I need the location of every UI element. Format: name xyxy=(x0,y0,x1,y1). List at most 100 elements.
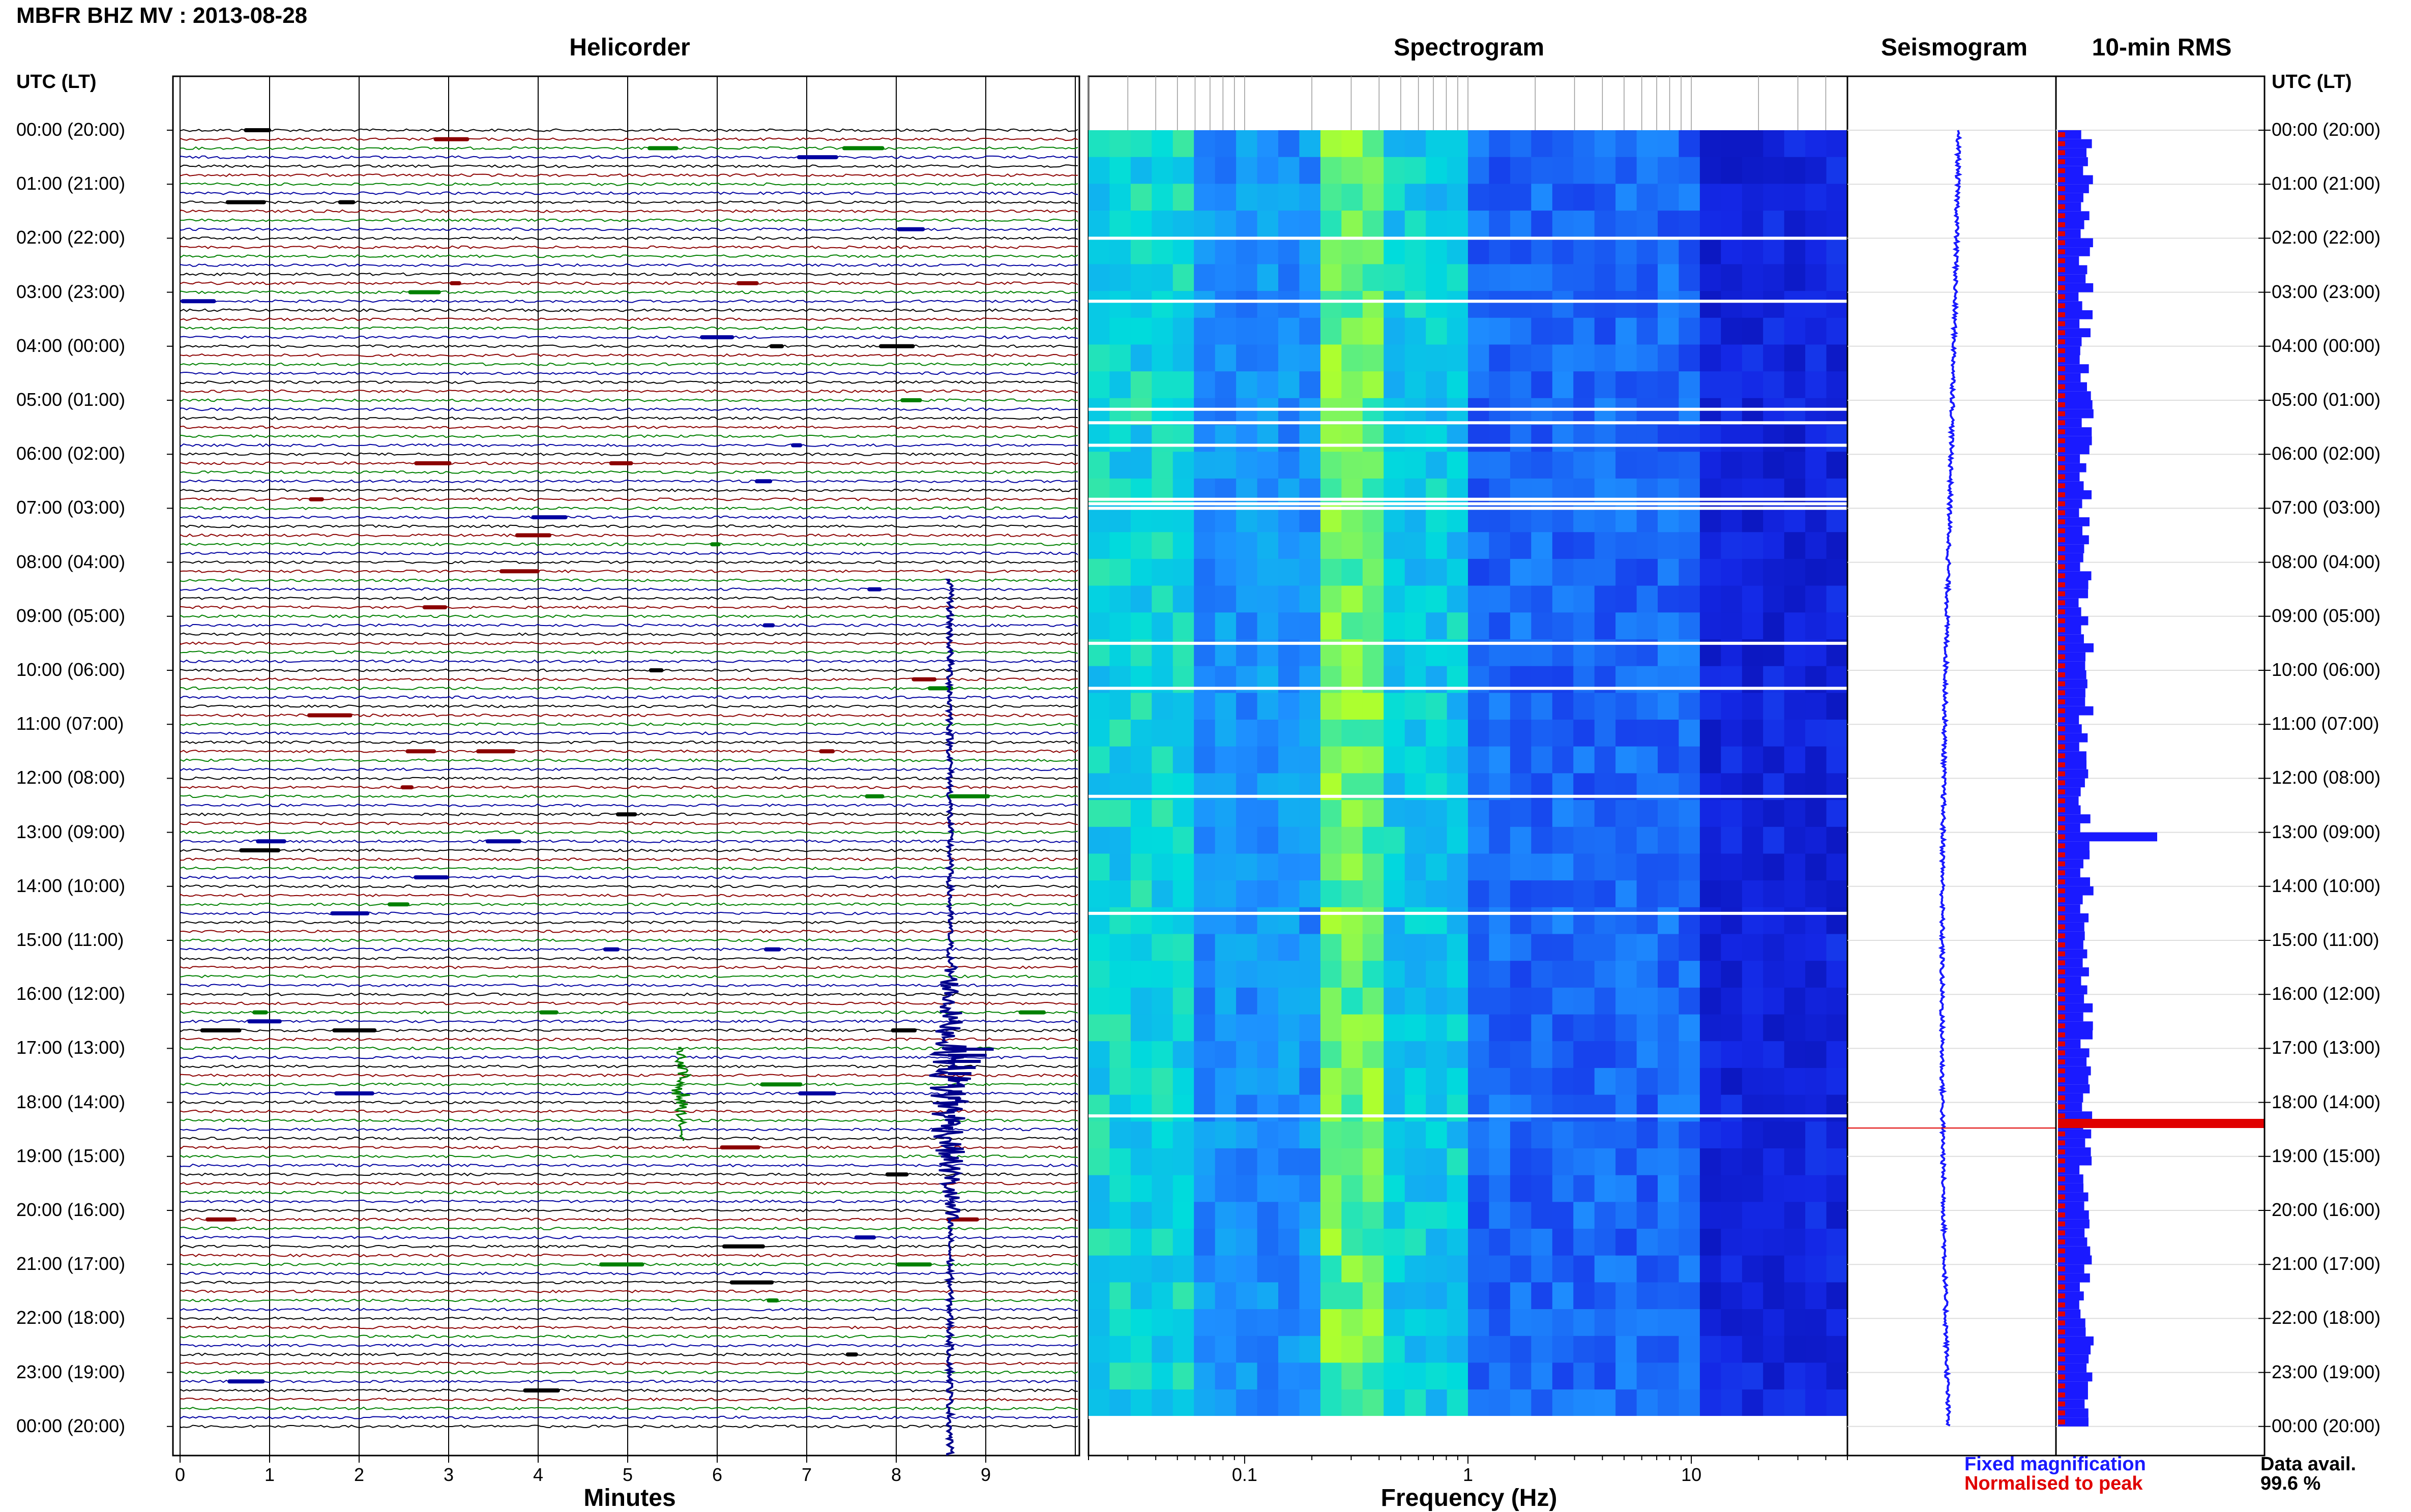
spectrogram-cell xyxy=(1257,478,1279,506)
helicorder-burst xyxy=(476,749,516,754)
spectrogram-cell xyxy=(1341,398,1363,426)
spectrogram-cell xyxy=(1658,291,1680,318)
rms-bar-norm xyxy=(2058,1185,2065,1191)
helicorder-burst xyxy=(912,677,937,681)
spectrogram-cell xyxy=(1109,1362,1131,1390)
spectrogram-cell xyxy=(1552,157,1574,184)
helicorder-trace xyxy=(180,884,1078,888)
spectrogram-cell xyxy=(1109,452,1131,479)
spectrogram-cell xyxy=(1152,1202,1173,1229)
spectrogram-cell xyxy=(1236,237,1258,264)
spectrogram-cell xyxy=(1489,157,1511,184)
spectrogram-cell xyxy=(1320,1175,1342,1202)
spectrogram-cell xyxy=(1320,612,1342,640)
spectrogram-cell xyxy=(1468,505,1490,532)
spectrogram-cell xyxy=(1404,1229,1426,1256)
spectrogram-cell xyxy=(1194,398,1216,426)
spectrogram-cell xyxy=(1699,1282,1722,1310)
spectrogram-cell xyxy=(1784,1229,1806,1256)
rms-bar-norm xyxy=(2058,438,2065,443)
spectrogram-cell xyxy=(1763,1202,1785,1229)
spectrogram-cell xyxy=(1489,961,1511,988)
spectrogram-cell xyxy=(1531,505,1553,532)
spectrogram-cell xyxy=(1679,130,1700,158)
helicorder-trace xyxy=(180,821,1078,825)
spectrogram-cell xyxy=(1721,130,1743,158)
helicorder-trace xyxy=(180,1397,1078,1402)
spectrogram-cell xyxy=(1257,585,1279,613)
spectrogram-cell xyxy=(1130,1094,1153,1122)
rms-bar-fixed xyxy=(2058,1057,2087,1066)
spectrogram-cell xyxy=(1384,1148,1405,1176)
spectrogram-cell xyxy=(1447,1255,1468,1283)
spectrogram-cell xyxy=(1699,237,1722,264)
spectrogram-cell xyxy=(1426,826,1448,854)
spectrogram-cell xyxy=(1468,987,1490,1015)
rms-bar-norm xyxy=(2058,807,2065,813)
spectrogram-cell xyxy=(1636,317,1658,345)
rms-bar-norm xyxy=(2058,1401,2065,1407)
spectrogram-cell xyxy=(1658,317,1680,345)
spectrogram-cell xyxy=(1089,1094,1110,1122)
spectrogram-cell xyxy=(1573,720,1595,747)
rms-bar-fixed xyxy=(2058,706,2094,716)
helicorder-trace xyxy=(180,218,1078,222)
spectrogram-cell xyxy=(1721,1014,1743,1042)
spectrogram-cell xyxy=(1384,720,1405,747)
spectrogram-cell xyxy=(1172,1282,1194,1310)
spectrogram-cell xyxy=(1320,344,1342,372)
spectrogram-cell xyxy=(1278,425,1300,452)
spectrogram-cell xyxy=(1679,157,1700,184)
spectrogram-cell xyxy=(1278,157,1300,184)
spectrogram-cell xyxy=(1320,1255,1342,1283)
spectrogram-cell xyxy=(1489,1148,1511,1176)
helicorder-burst xyxy=(256,839,286,844)
spectrogram-cell xyxy=(1468,800,1490,827)
spectrogram-cell xyxy=(1573,317,1595,345)
spectrogram-cell xyxy=(1278,532,1300,559)
spectrogram-cell xyxy=(1341,1041,1363,1069)
helicorder-trace xyxy=(180,1325,1078,1329)
spectrogram-cell xyxy=(1447,693,1468,720)
spectrogram-cell xyxy=(1531,880,1553,908)
hour-label-left: 11:00 (07:00) xyxy=(16,713,124,734)
helicorder-trace xyxy=(180,191,1078,195)
spectrogram-cell xyxy=(1636,184,1658,211)
spectrogram-cell xyxy=(1699,1148,1722,1176)
spectrogram-cell xyxy=(1215,130,1237,158)
spectrogram-cell xyxy=(1278,130,1300,158)
spectrogram-cell xyxy=(1742,344,1763,372)
spectrogram-cell xyxy=(1362,1014,1384,1042)
spectrogram-cell xyxy=(1447,1309,1468,1337)
spectrogram-cell xyxy=(1742,1362,1763,1390)
spectrogram-cell xyxy=(1384,934,1405,961)
spectrogram-cell xyxy=(1278,478,1300,506)
spectrogram-cell xyxy=(1489,211,1511,238)
spectrogram-cell xyxy=(1784,1362,1806,1390)
spectrogram-cell xyxy=(1468,826,1490,854)
spectrogram-cell xyxy=(1573,1014,1595,1042)
spectrogram-cell xyxy=(1510,371,1532,399)
spectrogram-cell xyxy=(1784,398,1806,426)
spectrogram-cell xyxy=(1215,452,1237,479)
spectrogram-cell xyxy=(1152,157,1173,184)
helicorder-trace xyxy=(180,1082,1078,1087)
spectrogram-cell xyxy=(1489,1175,1511,1202)
spectrogram-cell xyxy=(1679,425,1700,452)
spectrogram-cell xyxy=(1172,532,1194,559)
spectrogram-cell xyxy=(1447,585,1468,613)
spectrogram-cell xyxy=(1089,1121,1110,1149)
spectrogram-cell xyxy=(1721,880,1743,908)
spectrogram-cell xyxy=(1531,157,1553,184)
spectrogram-cell xyxy=(1278,907,1300,935)
spectrogram-cell xyxy=(1194,237,1216,264)
helicorder-trace xyxy=(180,227,1078,231)
spectrogram-cell xyxy=(1742,1202,1763,1229)
spectrogram-cell xyxy=(1362,585,1384,613)
spectrogram-cell xyxy=(1658,585,1680,613)
spectrogram-cell xyxy=(1805,880,1827,908)
spectrogram-cell xyxy=(1215,1389,1237,1417)
helicorder-trace xyxy=(180,1091,1078,1095)
spectrogram-cell xyxy=(1109,880,1131,908)
spectrogram-cell xyxy=(1109,746,1131,774)
